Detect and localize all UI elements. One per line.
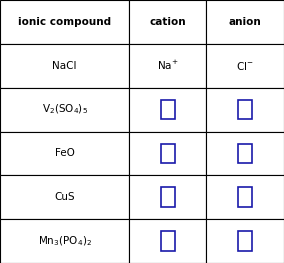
Bar — [239, 144, 252, 163]
Bar — [0, 132, 129, 175]
Bar — [129, 44, 206, 88]
Bar — [206, 0, 284, 44]
Bar — [206, 44, 284, 88]
Text: cation: cation — [150, 17, 186, 27]
Bar — [0, 44, 129, 88]
Text: Cl$^{-}$: Cl$^{-}$ — [237, 60, 254, 72]
Bar — [129, 0, 206, 44]
Bar — [129, 219, 206, 263]
Bar — [206, 132, 284, 175]
Text: Na$^{+}$: Na$^{+}$ — [157, 59, 179, 72]
Bar — [161, 188, 175, 207]
Bar — [129, 88, 206, 132]
Bar — [206, 88, 284, 132]
Bar — [206, 219, 284, 263]
Bar — [239, 100, 252, 119]
Text: NaCl: NaCl — [52, 61, 77, 71]
Text: Mn$_3$(PO$_4$)$_2$: Mn$_3$(PO$_4$)$_2$ — [37, 234, 92, 248]
Bar — [0, 219, 129, 263]
Text: V$_2$(SO$_4$)$_5$: V$_2$(SO$_4$)$_5$ — [41, 103, 88, 117]
Text: ionic compound: ionic compound — [18, 17, 111, 27]
Bar — [0, 175, 129, 219]
Bar — [206, 175, 284, 219]
Text: anion: anion — [229, 17, 262, 27]
Bar — [161, 100, 175, 119]
Bar — [161, 231, 175, 251]
Bar — [129, 132, 206, 175]
Bar — [0, 88, 129, 132]
Bar — [161, 144, 175, 163]
Bar — [129, 175, 206, 219]
Text: FeO: FeO — [55, 148, 74, 158]
Bar — [239, 188, 252, 207]
Text: CuS: CuS — [54, 192, 75, 202]
Bar — [0, 0, 129, 44]
Bar — [239, 231, 252, 251]
